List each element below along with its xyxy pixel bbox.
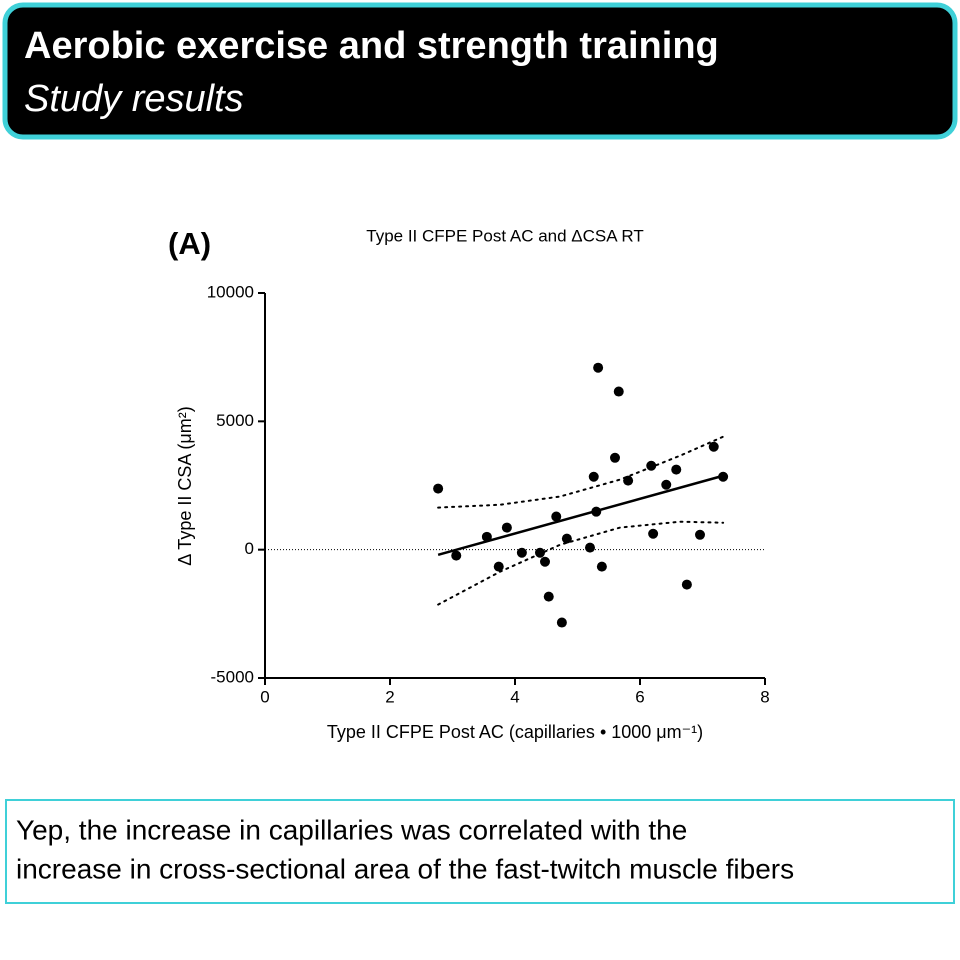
point: [646, 460, 657, 471]
point: [610, 452, 620, 463]
panel-label: (A): [168, 226, 211, 261]
point: [493, 561, 504, 572]
caption-box: [5, 799, 955, 904]
point: [593, 362, 604, 373]
x-tick-label: 8: [760, 687, 769, 706]
point: [681, 579, 692, 590]
point: [481, 531, 492, 542]
y-tick-label: 0: [245, 539, 254, 558]
x-tick-label: 2: [385, 687, 394, 706]
point: [718, 471, 729, 482]
y-tick-label: 5000: [216, 411, 254, 430]
x-tick-label: 0: [260, 687, 269, 706]
y-tick-label: 10000: [207, 282, 254, 301]
point: [671, 464, 682, 475]
point: [695, 529, 705, 540]
x-axis-label: Type II CFPE Post AC (capillaries • 1000…: [327, 722, 703, 742]
point: [501, 522, 512, 533]
point: [661, 479, 672, 490]
point: [561, 533, 572, 544]
x-tick-label: 6: [635, 687, 644, 706]
point: [433, 483, 444, 494]
point: [708, 441, 719, 452]
confidence-band: [437, 520, 725, 606]
x-tick-label: 4: [510, 687, 519, 706]
caption-line: increase in cross-sectional area of the …: [16, 853, 794, 884]
point: [551, 511, 562, 522]
point: [613, 386, 624, 397]
point: [585, 542, 595, 553]
point: [451, 550, 462, 561]
header-subtitle: Study results: [24, 78, 244, 120]
point: [648, 528, 659, 539]
chart-title: Type II CFPE Post AC and ΔCSA RT: [366, 226, 644, 245]
point: [516, 547, 527, 558]
header-title: Aerobic exercise and strength training: [24, 25, 719, 67]
point: [543, 591, 554, 602]
regression-line: [437, 474, 724, 557]
point: [623, 475, 634, 486]
y-axis-label: Δ Type II CSA (μm²): [175, 406, 195, 565]
point: [556, 617, 567, 628]
header-box: [2, 2, 958, 140]
point: [588, 471, 599, 482]
caption-line: Yep, the increase in capillaries was cor…: [16, 814, 687, 845]
confidence-band: [437, 435, 725, 509]
point: [535, 547, 545, 558]
point: [591, 506, 602, 517]
point: [596, 561, 607, 572]
point: [540, 556, 550, 567]
y-tick-label: -5000: [211, 667, 254, 686]
